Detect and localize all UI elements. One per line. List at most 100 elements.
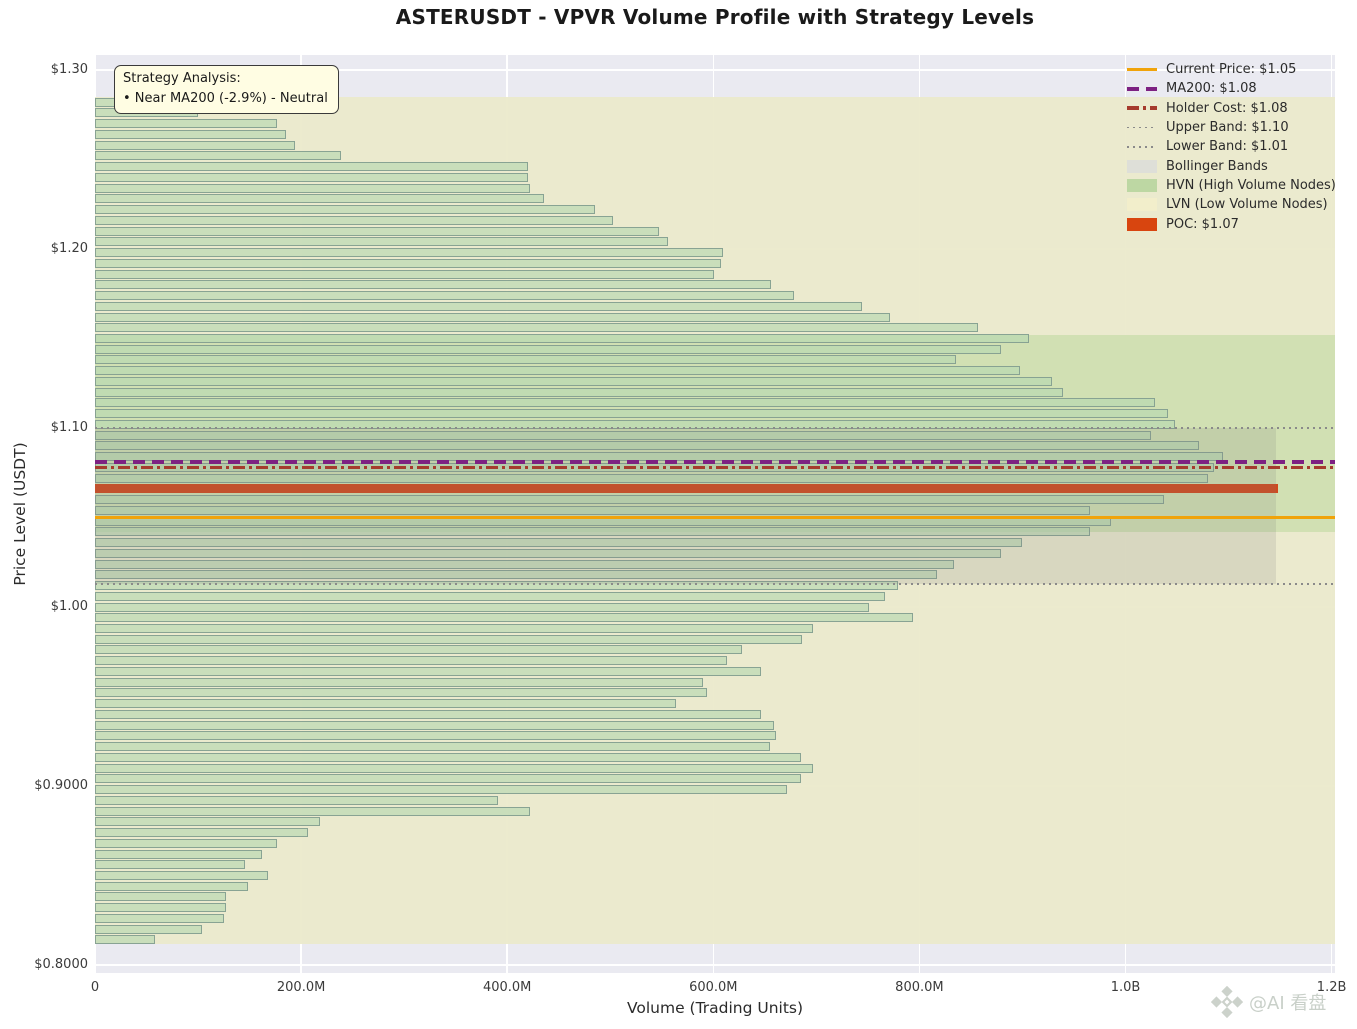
- legend-swatch-glyph: [1127, 198, 1157, 212]
- watermark-text: @AI 看盘: [1249, 993, 1327, 1014]
- diamond-logo-icon: [1211, 986, 1243, 1018]
- volume-bar: [95, 376, 1053, 386]
- legend-swatch-glyph: [1127, 178, 1157, 192]
- legend-swatch-glyph: [1127, 145, 1157, 148]
- volume-bar: [95, 355, 957, 365]
- legend-item: Holder Cost: $1.08: [1127, 99, 1336, 118]
- strategy-analysis-detail: • Near MA200 (-2.9%) - Neutral: [123, 90, 328, 106]
- y-tick-label: $0.9000: [34, 778, 88, 793]
- volume-bar: [95, 151, 342, 161]
- volume-bar: [95, 623, 814, 633]
- legend-label: LVN (Low Volume Nodes): [1166, 197, 1328, 213]
- y-tick-label: $1.20: [50, 241, 88, 256]
- y-tick-label: $0.8000: [34, 957, 88, 972]
- volume-bar: [95, 591, 886, 601]
- legend-label: MA200: $1.08: [1166, 81, 1257, 97]
- legend-label: Current Price: $1.05: [1166, 62, 1297, 78]
- gridline-horizontal: [95, 964, 1335, 966]
- x-tick-label: 800.0M: [895, 980, 944, 995]
- volume-bar: [95, 172, 528, 182]
- volume-bar: [95, 183, 530, 193]
- watermark: @AI 看盘: [1211, 986, 1326, 1018]
- volume-bar: [95, 881, 248, 891]
- legend-swatch-glyph: [1127, 159, 1157, 173]
- volume-bar: [95, 237, 668, 247]
- volume-bar: [95, 548, 1001, 558]
- x-tick-label: 400.0M: [482, 980, 532, 995]
- current-price-line: [95, 515, 1335, 520]
- volume-bar: [95, 441, 1199, 451]
- x-tick-label: 0: [90, 980, 100, 995]
- volume-bar: [95, 581, 898, 591]
- strategy-analysis-annotation: Strategy Analysis: • Near MA200 (-2.9%) …: [114, 65, 339, 114]
- y-tick-label: $1.10: [50, 420, 88, 435]
- volume-bar: [95, 129, 286, 139]
- volume-bar: [95, 280, 771, 290]
- volume-bar: [95, 291, 794, 301]
- volume-bar: [95, 570, 937, 580]
- volume-bar: [95, 677, 703, 687]
- upper-band-line: [95, 427, 1335, 429]
- legend-swatch-glyph: [1127, 106, 1157, 110]
- volume-bar: [95, 656, 727, 666]
- legend-swatch-patch: [1127, 217, 1157, 231]
- legend-swatch-patch: [1127, 178, 1157, 192]
- volume-bar: [95, 248, 723, 258]
- volume-bar: [95, 215, 614, 225]
- volume-bar: [95, 688, 708, 698]
- volume-bar: [95, 409, 1168, 419]
- volume-bar: [95, 226, 659, 236]
- volume-bar: [95, 495, 1164, 505]
- volume-bar: [95, 473, 1208, 483]
- volume-bar: [95, 774, 801, 784]
- volume-bar: [95, 817, 320, 827]
- poc-bar: [95, 484, 1278, 494]
- chart-title: ASTERUSDT - VPVR Volume Profile with Str…: [395, 5, 1035, 29]
- volume-bar: [95, 935, 155, 945]
- legend-item: LVN (Low Volume Nodes): [1127, 195, 1336, 214]
- gridline-horizontal: [95, 69, 1335, 71]
- volume-bar: [95, 913, 224, 923]
- volume-bar: [95, 828, 309, 838]
- lower-band-line: [95, 582, 1335, 585]
- x-tick-label: 1.2B: [1316, 980, 1347, 995]
- x-tick-label: 600.0M: [689, 980, 738, 995]
- legend-swatch-glyph: [1127, 217, 1157, 231]
- bollinger-band-zone: [95, 428, 1276, 584]
- x-axis-label: Volume (Trading Units): [626, 999, 804, 1017]
- volume-bar: [95, 720, 775, 730]
- legend-item: POC: $1.07: [1127, 214, 1336, 233]
- volume-bar: [95, 752, 801, 762]
- volume-bar: [95, 742, 770, 752]
- ma200-line: [95, 460, 1335, 464]
- legend-swatch-line-dashed: [1127, 87, 1157, 91]
- legend-label: HVN (High Volume Nodes): [1166, 177, 1336, 193]
- volume-bar: [95, 269, 715, 279]
- legend-item: Current Price: $1.05: [1127, 60, 1336, 79]
- legend-swatch-line-solid: [1127, 67, 1157, 72]
- volume-bar: [95, 731, 777, 741]
- volume-bar: [95, 430, 1152, 440]
- legend-label: Upper Band: $1.10: [1166, 120, 1289, 136]
- volume-bar: [95, 785, 788, 795]
- legend-label: Bollinger Bands: [1166, 158, 1268, 174]
- volume-bar: [95, 924, 203, 934]
- legend-swatch-glyph: [1127, 126, 1157, 129]
- x-tick-label: 1.0B: [1110, 980, 1141, 995]
- volume-bar: [95, 613, 914, 623]
- volume-bar: [95, 763, 814, 773]
- legend-item: Upper Band: $1.10: [1127, 118, 1336, 137]
- legend: Current Price: $1.05 MA200: $1.08 Holder C…: [1127, 60, 1336, 234]
- volume-bar: [95, 892, 226, 902]
- volume-bar: [95, 871, 269, 880]
- volume-bar: [95, 119, 278, 129]
- volume-bar: [95, 312, 890, 322]
- volume-bar: [95, 387, 1063, 397]
- legend-label: Holder Cost: $1.08: [1166, 100, 1288, 116]
- legend-swatch-glyph: [1127, 87, 1157, 91]
- legend-label: POC: $1.07: [1166, 216, 1239, 232]
- volume-bar: [95, 666, 761, 676]
- volume-bar: [95, 194, 545, 204]
- volume-bar: [95, 505, 1091, 515]
